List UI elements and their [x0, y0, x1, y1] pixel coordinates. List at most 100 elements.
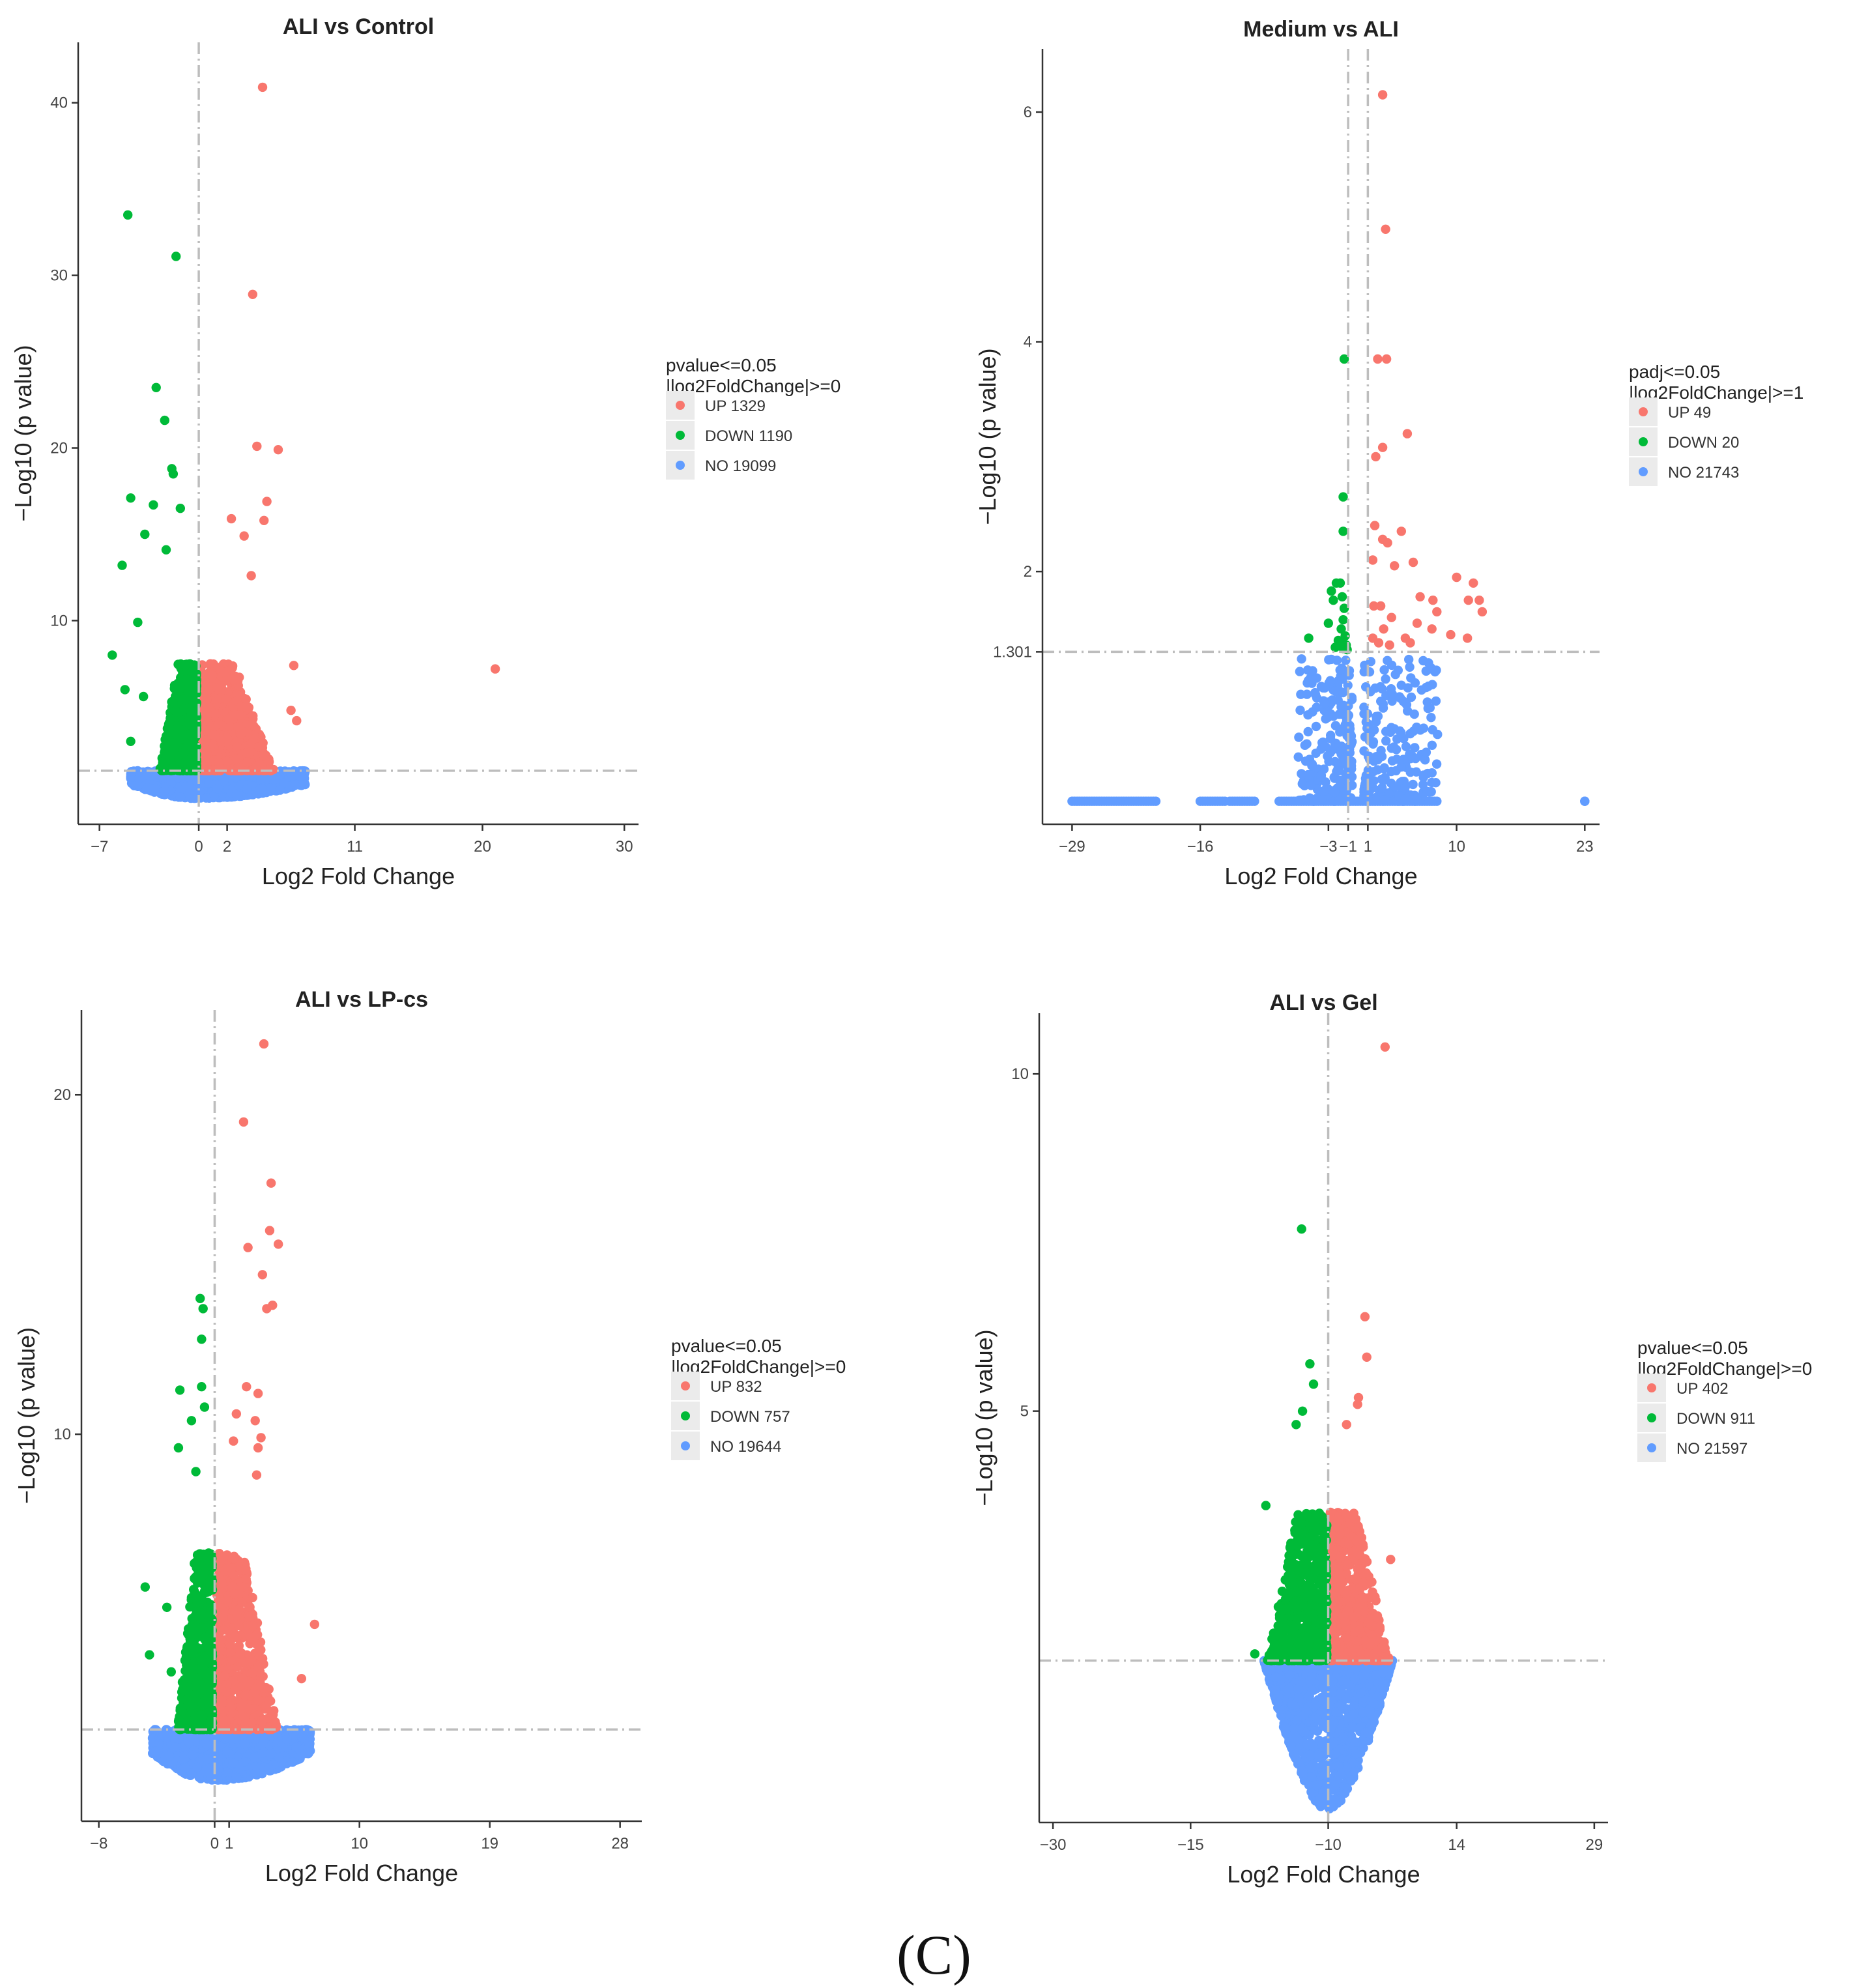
up-point	[1385, 640, 1394, 650]
up-point	[1474, 596, 1484, 605]
up-point	[1452, 572, 1461, 583]
down-point	[1327, 586, 1336, 596]
no-point	[1400, 794, 1411, 804]
no-point	[1428, 725, 1437, 735]
chart-title: Medium vs ALI	[1243, 17, 1399, 42]
no-point	[291, 1730, 300, 1740]
down-point	[126, 736, 136, 747]
up-point	[214, 719, 223, 729]
up-point	[1463, 633, 1473, 643]
no-point	[180, 1763, 190, 1773]
x-tick-label: 10	[1448, 838, 1465, 856]
no-point	[1430, 667, 1440, 677]
no-point	[188, 1750, 197, 1760]
no-point	[1331, 738, 1341, 749]
no-point	[1297, 779, 1308, 789]
down-point	[108, 650, 117, 660]
up-point	[1432, 607, 1442, 617]
no-point	[1431, 759, 1442, 769]
data-points	[140, 1039, 319, 1785]
no-point	[231, 790, 241, 800]
no-point	[296, 771, 306, 781]
no-point	[195, 786, 205, 797]
down-point	[133, 617, 143, 627]
no-point	[1295, 667, 1305, 676]
data-points	[108, 82, 500, 803]
up-point	[1383, 538, 1392, 548]
x-axis-label: Log2 Fold Change	[1224, 863, 1417, 889]
no-point	[1303, 710, 1313, 720]
no-point	[275, 785, 285, 795]
x-tick-label: 11	[347, 838, 363, 856]
down-point	[173, 736, 183, 746]
no-point	[1431, 778, 1441, 788]
chart-title: ALI vs LP-cs	[295, 987, 428, 1012]
no-point	[1427, 768, 1437, 778]
no-point	[239, 1757, 249, 1767]
legend-up-marker	[1639, 407, 1648, 416]
no-point	[264, 1763, 274, 1773]
down-point	[161, 545, 171, 555]
up-point	[201, 737, 210, 747]
up-point	[233, 722, 242, 732]
legend-title: padj<=0.05	[1629, 362, 1720, 382]
no-point	[1426, 713, 1436, 723]
no-point	[1316, 771, 1326, 782]
legend-up-marker	[676, 401, 685, 410]
down-point	[158, 759, 167, 769]
y-tick-label: 1.301	[993, 643, 1032, 661]
no-point	[203, 1754, 213, 1764]
x-tick-label: 20	[474, 838, 491, 856]
up-point	[257, 82, 268, 93]
legend-down-label: DOWN 20	[1668, 434, 1739, 452]
up-point	[222, 734, 233, 743]
legend-no-marker	[676, 461, 685, 470]
down-point	[179, 747, 188, 758]
no-point	[1330, 686, 1340, 696]
x-tick-label: 2	[223, 838, 231, 856]
x-axis-label: Log2 Fold Change	[262, 863, 455, 889]
no-point	[171, 1742, 180, 1752]
down-point	[160, 415, 169, 425]
volcano-chart-2: Medium vs ALI−29 −16 −3 −1 1 10 231.301246Log2…	[974, 17, 1803, 889]
no-point	[1580, 796, 1590, 806]
up-point	[1446, 629, 1456, 640]
up-point	[214, 758, 223, 768]
legend-up-label: UP 1329	[705, 397, 766, 415]
no-point	[1318, 737, 1328, 747]
no-point	[1406, 692, 1416, 702]
up-point	[201, 751, 211, 760]
no-point	[204, 777, 214, 788]
x-tick-label: 0	[194, 838, 203, 856]
no-point	[269, 775, 279, 785]
no-point	[151, 1746, 161, 1757]
up-point	[239, 531, 249, 541]
no-point	[1302, 689, 1312, 699]
no-point	[1302, 739, 1312, 749]
x-tick-label: −7	[91, 838, 108, 856]
up-point	[242, 748, 251, 758]
up-point	[1412, 618, 1422, 628]
down-point	[120, 685, 130, 695]
up-point	[1373, 638, 1384, 648]
up-point	[266, 764, 276, 774]
no-point	[1319, 699, 1330, 709]
up-point	[241, 695, 251, 704]
no-point	[1406, 673, 1416, 683]
no-point	[1323, 751, 1332, 761]
no-point	[1396, 728, 1406, 738]
legend-down-marker	[676, 431, 685, 440]
no-point	[1344, 725, 1355, 736]
no-point	[1321, 714, 1330, 724]
y-tick-label: 4	[1024, 334, 1032, 351]
no-point	[231, 1772, 242, 1782]
no-point	[1345, 741, 1355, 751]
no-point	[181, 782, 191, 792]
up-point	[231, 674, 241, 685]
down-point	[151, 382, 161, 392]
legend: pvalue<=0.05|log2FoldChange|>=0UP 1329DO…	[666, 355, 841, 480]
y-tick-label: 30	[50, 267, 68, 285]
down-point	[171, 252, 181, 261]
x-tick-label: −1	[1339, 838, 1357, 856]
